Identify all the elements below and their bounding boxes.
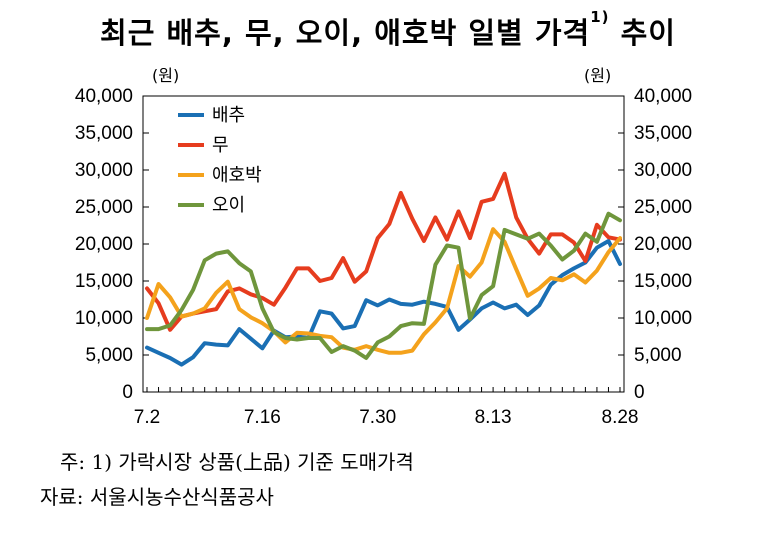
x-tick-label: 8.13: [475, 407, 512, 428]
x-tick-label: 7.2: [134, 407, 160, 428]
y-tick-label-left: 15,000: [75, 271, 133, 292]
legend-label: 오이: [212, 195, 245, 216]
chart-title: 최근 배추, 무, 오이, 애호박 일별 가격1) 추이: [0, 8, 776, 52]
legend-label: 무: [212, 135, 229, 156]
footnote: 주: 1) 가락시장 상품(上品) 기준 도매가격: [60, 450, 414, 474]
x-tick-label: 7.30: [359, 407, 396, 428]
y-tick-label-right: 15,000: [634, 271, 692, 292]
x-tick-label: 8.28: [602, 407, 639, 428]
x-tick-label: 7.16: [244, 407, 281, 428]
y-tick-label-left: 10,000: [75, 308, 133, 329]
y-tick-label-left: 35,000: [75, 123, 133, 144]
axes: 40,000 40,000 35,000 35,000 30,000 30,000 25,0…: [75, 86, 692, 428]
y-tick-label-right: 5,000: [634, 345, 682, 366]
series-line: [145, 211, 622, 360]
y-tick-label-left: 0: [122, 382, 133, 403]
series-line: [145, 171, 622, 332]
y-tick-label-right: 25,000: [634, 197, 692, 218]
y-tick-label-left: 30,000: [75, 160, 133, 181]
legend-label: 애호박: [212, 165, 262, 186]
y-tick-label-right: 10,000: [634, 308, 692, 329]
chart-title-suffix: 추이: [609, 16, 676, 50]
chart-title-note: 1): [590, 8, 610, 26]
y-tick-label-left: 5,000: [85, 345, 133, 366]
series-line: [145, 227, 622, 355]
y-unit-left: (원): [152, 66, 179, 85]
y-unit-right: (원): [584, 66, 611, 85]
y-tick-label-right: 40,000: [634, 86, 692, 107]
y-tick-label-left: 25,000: [75, 197, 133, 218]
y-tick-label-right: 30,000: [634, 160, 692, 181]
y-tick-label-right: 0: [634, 382, 645, 403]
chart-title-text: 최근 배추, 무, 오이, 애호박 일별 가격: [100, 16, 591, 50]
y-tick-label-left: 20,000: [75, 234, 133, 255]
source-note: 자료: 서울시농수산식품공사: [40, 485, 274, 509]
series-lines: [145, 171, 622, 367]
y-tick-label-right: 20,000: [634, 234, 692, 255]
legend-label: 배추: [212, 105, 245, 126]
series-line: [145, 239, 622, 367]
y-tick-label-right: 35,000: [634, 123, 692, 144]
y-tick-label-left: 40,000: [75, 86, 133, 107]
